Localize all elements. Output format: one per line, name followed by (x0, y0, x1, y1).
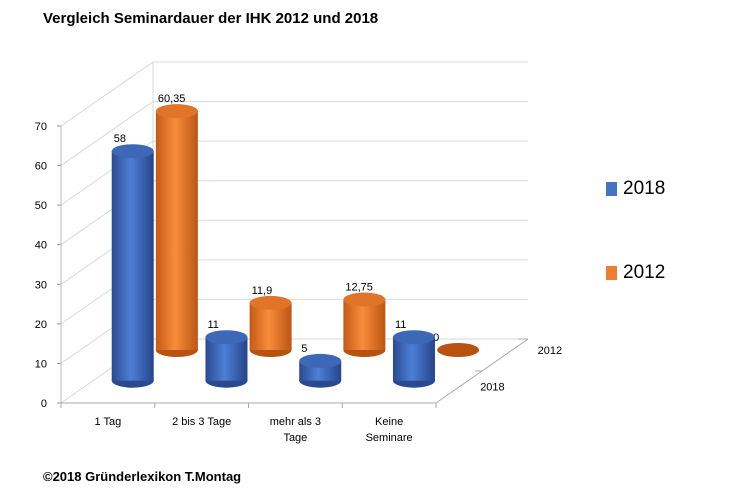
y-tick-label: 60 (35, 161, 47, 173)
category-label: 1 Tag (95, 416, 122, 428)
y-tick-label: 40 (35, 240, 47, 252)
side-gridline (60, 61, 154, 127)
legend-swatch (606, 266, 617, 280)
y-tick-label: 20 (35, 319, 47, 331)
category-label: Tage (283, 432, 307, 444)
data-label: 11 (207, 319, 218, 331)
category-label: 2 bis 3 Tage (172, 416, 231, 428)
data-label: 11 (395, 319, 406, 331)
chart-title: Vergleich Seminardauer der IHK 2012 und … (43, 10, 379, 27)
data-label: 60,35 (158, 93, 186, 105)
data-label: 11,9 (252, 285, 273, 297)
legend-label: 2012 (623, 262, 666, 283)
bar-2012-0 (155, 111, 198, 350)
category-label: Seminare (366, 432, 413, 444)
category-label: Keine (375, 416, 403, 428)
data-label: 0 (433, 332, 439, 344)
y-tick-label: 10 (35, 358, 47, 370)
y-tick-label: 0 (41, 398, 47, 410)
legend-item-2012: 2012 (606, 262, 665, 284)
data-label: 12,75 (345, 282, 373, 294)
depth-label: 2012 (538, 345, 562, 357)
bar-2018-1 (205, 337, 248, 381)
bar-2018-0 (111, 151, 154, 381)
data-label: 5 (301, 343, 307, 355)
legend-label: 2018 (623, 178, 666, 199)
bar-top (205, 330, 248, 345)
legend-swatch (606, 182, 617, 196)
y-tick-label: 30 (35, 279, 47, 291)
bar-2012-1 (249, 302, 292, 350)
bar-top (111, 144, 154, 159)
data-label: 58 (114, 133, 126, 145)
y-tick-label: 70 (35, 121, 47, 133)
bar-2018-3 (392, 337, 435, 381)
bar-top (437, 343, 480, 357)
bar-top (299, 353, 342, 368)
category-label: mehr als 3 (270, 416, 321, 428)
bar-top (343, 292, 386, 307)
y-tick-label: 50 (35, 200, 47, 212)
bar-2012-2 (343, 299, 386, 350)
bar-top (155, 104, 198, 119)
bar-top (249, 295, 292, 310)
legend-item-2018: 2018 (606, 178, 665, 200)
bar-top (392, 330, 435, 345)
copyright-footer: ©2018 Gründerlexikon T.Montag (43, 469, 242, 484)
depth-label: 2018 (480, 382, 504, 394)
side-gridline (60, 101, 154, 166)
